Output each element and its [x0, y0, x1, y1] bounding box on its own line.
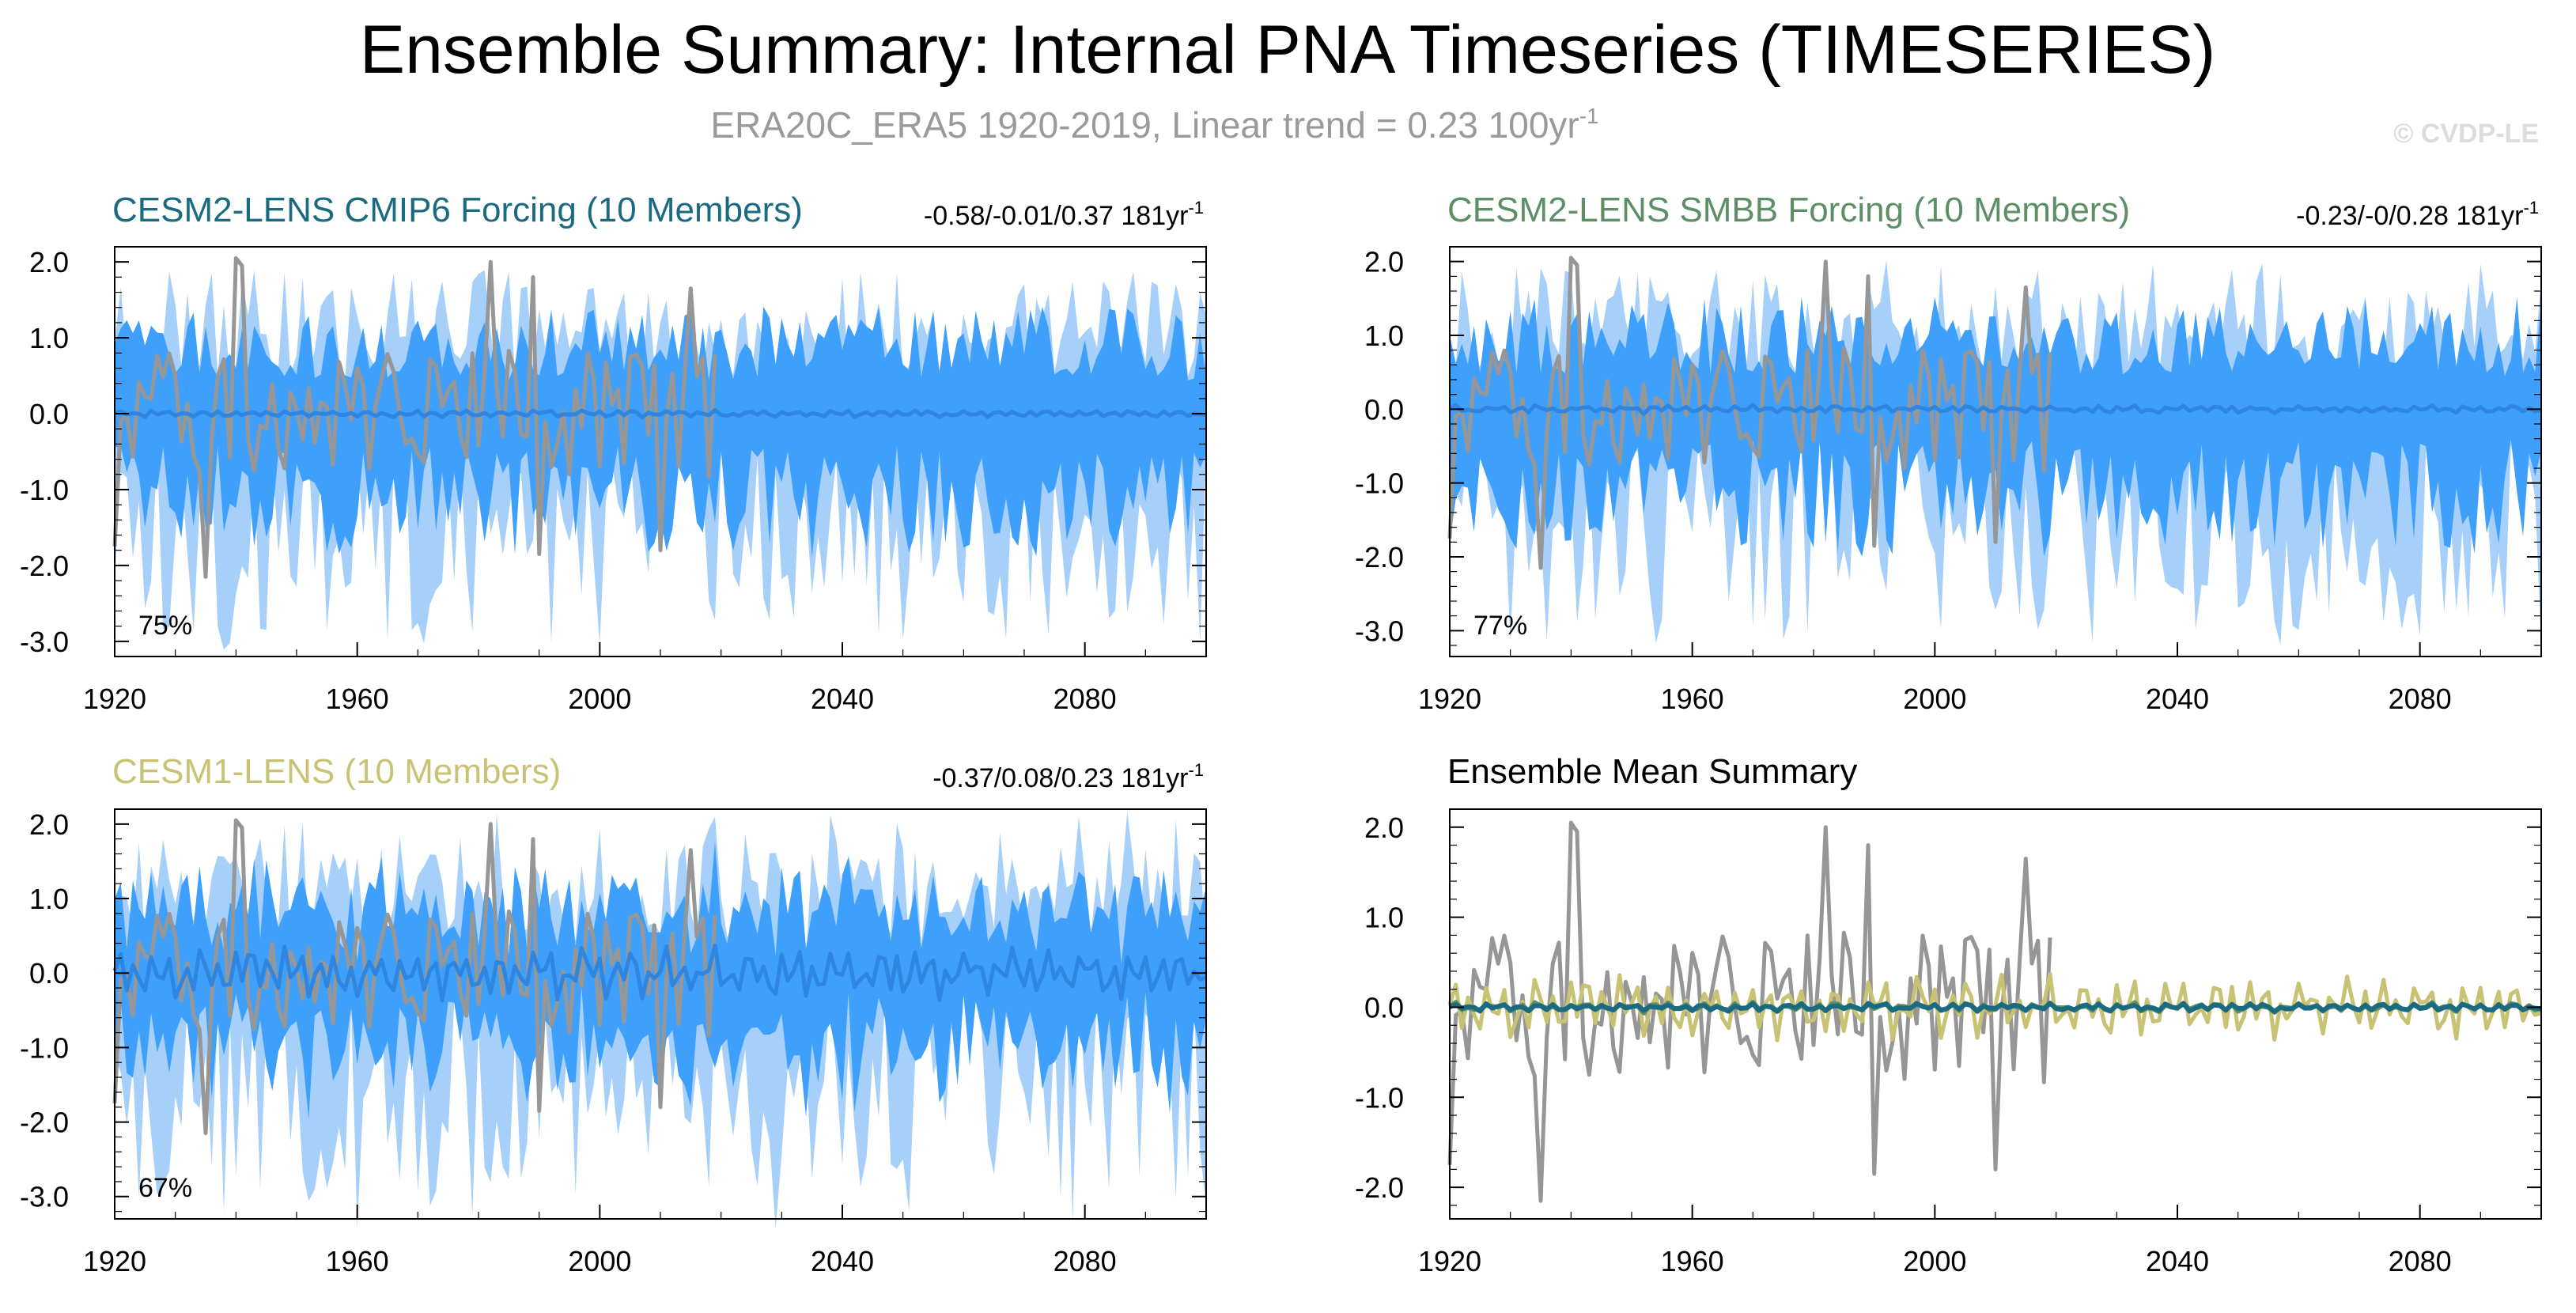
y-tick-label: 0.0 — [29, 398, 69, 430]
y-tick-label: -2.0 — [1355, 541, 1404, 573]
y-tick-label: 1.0 — [29, 883, 69, 915]
figure-title: Ensemble Summary: Internal PNA Timeserie… — [360, 12, 2216, 88]
panel-trend-sup: -1 — [2523, 198, 2539, 218]
y-tick-label: -3.0 — [20, 626, 69, 658]
panel-trend-text: -0.58/-0.01/0.37 181yr — [924, 201, 1189, 231]
observations-line — [112, 255, 717, 579]
y-tick-label: 0.0 — [29, 957, 69, 989]
panel-title: CESM1-LENS (10 Members) — [112, 752, 561, 791]
panel-trend: -0.37/0.08/0.23 181yr-1 — [932, 760, 1204, 793]
y-tick-label: -2.0 — [20, 550, 69, 582]
ensemble-mean-line — [112, 943, 1207, 1003]
x-tick-label: 2000 — [568, 1245, 631, 1277]
plot-area: 2.0 1.0 0.0 -1.0 -2.0 -3.0 1920 1960 2000 2040 208… — [1355, 246, 2542, 715]
y-tick-label: 2.0 — [1364, 246, 1404, 278]
y-tick-label: 2.0 — [29, 808, 69, 841]
panel-trend-sup: -1 — [1188, 760, 1204, 780]
watermark: © CVDP-LE — [2393, 119, 2539, 149]
x-tick-label: 2000 — [568, 683, 631, 715]
x-tick-label: 2040 — [811, 683, 874, 715]
ensemble-mean-line — [114, 408, 1207, 419]
x-tick-label: 1920 — [83, 1245, 146, 1277]
plot-area: 2.0 1.0 0.0 -1.0 -2.0 1920 1960 2000 2040 2080 — [1355, 808, 2542, 1277]
x-tick-label: 1960 — [1661, 683, 1724, 715]
observations-line — [1447, 820, 2052, 1203]
y-tick-label: -3.0 — [1355, 615, 1404, 647]
percent-label: 77% — [1473, 611, 1527, 641]
percent-label: 75% — [138, 611, 192, 641]
y-tick-label: 0.0 — [1364, 991, 1404, 1024]
panel-trend: -0.58/-0.01/0.37 181yr-1 — [924, 198, 1204, 231]
x-tick-label: 1920 — [83, 683, 146, 715]
series-group — [112, 811, 1207, 1229]
y-tick-label: -3.0 — [20, 1181, 69, 1213]
x-tick-label: 2040 — [2146, 1245, 2209, 1277]
ensemble-mean-line — [1448, 403, 2542, 416]
plot-area: 2.0 1.0 0.0 -1.0 -2.0 -3.0 1920 1960 2000 2040 208… — [20, 808, 1207, 1277]
observations-line — [1447, 255, 2052, 570]
figure-subtitle-main: ERA20C_ERA5 1920-2019, Linear trend = 0.… — [710, 104, 1579, 146]
panel-trend-text: -0.23/-0/0.28 181yr — [2296, 201, 2523, 231]
x-tick-label: 2040 — [811, 1245, 874, 1277]
panel-cesm1: CESM1-LENS (10 Members) -0.37/0.08/0.23 … — [20, 752, 1207, 1277]
panel-trend: -0.23/-0/0.28 181yr-1 — [2296, 198, 2539, 231]
percent-label: 67% — [138, 1173, 192, 1203]
axes: 2.0 1.0 0.0 -1.0 -2.0 1920 1960 2000 2040 2080 — [1355, 808, 2542, 1277]
series-group — [1447, 820, 2542, 1203]
member-spread-band — [1450, 297, 2541, 557]
x-tick-label: 2080 — [2389, 1245, 2452, 1277]
x-tick-label: 2000 — [1903, 1245, 1966, 1277]
series-group — [1447, 255, 2542, 645]
x-tick-label: 1960 — [326, 683, 389, 715]
panel-cesm2-cmip6: CESM2-LENS CMIP6 Forcing (10 Members) -0… — [20, 191, 1207, 715]
panel-trend-sup: -1 — [1188, 198, 1204, 218]
y-tick-label: -1.0 — [1355, 467, 1404, 500]
y-tick-label: -2.0 — [20, 1107, 69, 1139]
y-tick-label: 2.0 — [29, 246, 69, 278]
member-spread-band — [115, 306, 1206, 558]
panel-ensemble-mean-summary: Ensemble Mean Summary 2.0 1.0 0.0 -1.0 -2.0 1… — [1355, 752, 2542, 1277]
x-tick-label: 2040 — [2146, 683, 2209, 715]
x-tick-label: 2080 — [1053, 1245, 1117, 1277]
y-tick-label: -1.0 — [20, 474, 69, 506]
panel-cesm2-smbb: CESM2-LENS SMBB Forcing (10 Members) -0.… — [1355, 191, 2542, 715]
y-tick-label: -1.0 — [20, 1031, 69, 1064]
x-tick-label: 2080 — [2389, 683, 2452, 715]
y-tick-label: 1.0 — [1364, 320, 1404, 352]
panel-title: CESM2-LENS SMBB Forcing (10 Members) — [1447, 191, 2130, 229]
series-group — [112, 255, 1207, 650]
y-tick-label: -1.0 — [1355, 1081, 1404, 1114]
x-tick-label: 2000 — [1903, 683, 1966, 715]
y-tick-label: 0.0 — [1364, 393, 1404, 426]
cesm1-mean-line — [1447, 971, 2542, 1042]
x-tick-label: 1920 — [1418, 683, 1481, 715]
figure-subtitle: ERA20C_ERA5 1920-2019, Linear trend = 0.… — [710, 104, 1598, 146]
y-tick-label: 1.0 — [1364, 902, 1404, 934]
axes: 2.0 1.0 0.0 -1.0 -2.0 -3.0 1920 1960 2000 2040 208… — [20, 246, 1207, 715]
plot-area: 2.0 1.0 0.0 -1.0 -2.0 -3.0 1920 1960 2000 2040 208… — [20, 246, 1207, 715]
x-tick-label: 1920 — [1418, 1245, 1481, 1277]
x-tick-label: 1960 — [326, 1245, 389, 1277]
panel-title: Ensemble Mean Summary — [1447, 752, 1857, 791]
y-tick-label: 1.0 — [29, 322, 69, 354]
observations-line — [112, 818, 717, 1136]
y-tick-label: -2.0 — [1355, 1171, 1404, 1204]
figure-subtitle-sup: -1 — [1579, 104, 1599, 128]
x-tick-label: 2080 — [1053, 683, 1117, 715]
panel-trend-text: -0.37/0.08/0.23 181yr — [932, 763, 1188, 793]
x-tick-label: 1960 — [1661, 1245, 1724, 1277]
axes: 2.0 1.0 0.0 -1.0 -2.0 -3.0 1920 1960 2000 2040 208… — [20, 808, 1207, 1277]
member-spread-band — [115, 842, 1206, 1119]
cesm2-cmip6-mean-line — [1448, 1001, 2542, 1014]
y-tick-label: 2.0 — [1364, 812, 1404, 844]
axes: 2.0 1.0 0.0 -1.0 -2.0 -3.0 1920 1960 2000 2040 208… — [1355, 246, 2542, 715]
panel-title: CESM2-LENS CMIP6 Forcing (10 Members) — [112, 191, 803, 229]
